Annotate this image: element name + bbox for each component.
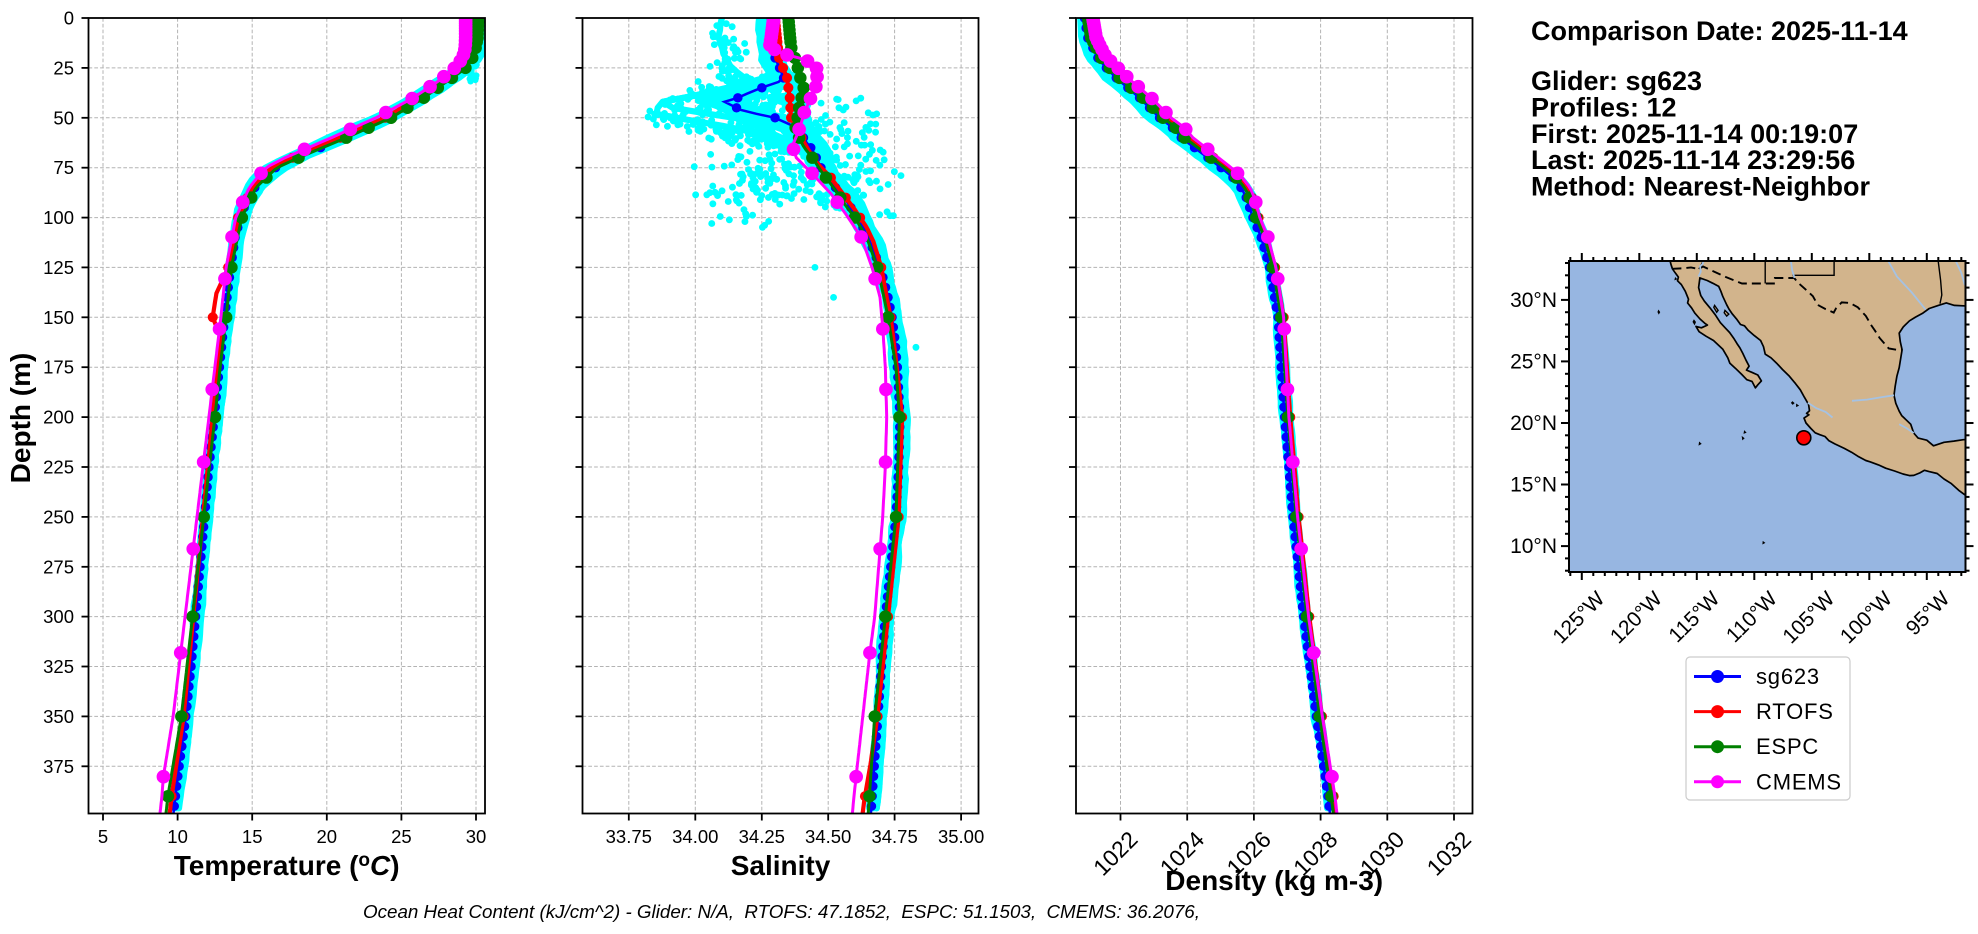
svg-text:34.00: 34.00 [672,826,718,847]
svg-text:15°N: 15°N [1510,474,1557,497]
svg-text:First: 2025-11-14 00:19:07: First: 2025-11-14 00:19:07 [1531,119,1858,149]
svg-text:sg623: sg623 [1756,664,1820,689]
svg-text:250: 250 [43,506,74,527]
svg-text:34.75: 34.75 [871,826,917,847]
svg-text:200: 200 [43,407,74,428]
svg-text:Last: 2025-11-14 23:29:56: Last: 2025-11-14 23:29:56 [1531,145,1855,175]
svg-text:20: 20 [317,826,338,847]
svg-text:Glider: sg623: Glider: sg623 [1531,66,1702,96]
svg-text:100: 100 [43,207,74,228]
svg-text:5: 5 [98,826,108,847]
svg-text:Profiles: 12: Profiles: 12 [1531,92,1677,122]
svg-text:RTOFS: RTOFS [1756,699,1834,724]
svg-text:Depth (m): Depth (m) [5,353,36,484]
svg-text:25: 25 [53,57,74,78]
svg-text:375: 375 [43,756,74,777]
svg-text:Method: Nearest-Neighbor: Method: Nearest-Neighbor [1531,172,1871,202]
svg-text:30: 30 [466,826,487,847]
svg-text:275: 275 [43,556,74,577]
svg-text:350: 350 [43,706,74,727]
svg-text:34.25: 34.25 [739,826,785,847]
svg-text:25°N: 25°N [1510,350,1557,373]
svg-text:50: 50 [53,107,74,128]
svg-text:20°N: 20°N [1510,412,1557,435]
svg-text:10: 10 [167,826,188,847]
svg-text:Ocean Heat Content (kJ/cm^2) -: Ocean Heat Content (kJ/cm^2) - Glider: N… [363,901,1200,922]
svg-text:CMEMS: CMEMS [1756,769,1842,794]
svg-text:175: 175 [43,357,74,378]
svg-text:125: 125 [43,257,74,278]
svg-text:Salinity: Salinity [731,850,831,881]
svg-text:34.50: 34.50 [805,826,851,847]
svg-text:150: 150 [43,307,74,328]
svg-text:15: 15 [242,826,263,847]
svg-text:Comparison Date: 2025-11-14: Comparison Date: 2025-11-14 [1531,16,1908,46]
svg-text:325: 325 [43,656,74,677]
svg-text:10°N: 10°N [1510,535,1557,558]
svg-text:0: 0 [64,8,74,29]
svg-text:33.75: 33.75 [606,826,652,847]
svg-text:300: 300 [43,606,74,627]
svg-text:Density (kg m-3): Density (kg m-3) [1165,865,1383,896]
svg-text:75: 75 [53,157,74,178]
svg-text:225: 225 [43,457,74,478]
svg-text:30°N: 30°N [1510,289,1557,312]
svg-text:ESPC: ESPC [1756,734,1819,759]
svg-text:25: 25 [391,826,412,847]
svg-text:35.00: 35.00 [938,826,984,847]
